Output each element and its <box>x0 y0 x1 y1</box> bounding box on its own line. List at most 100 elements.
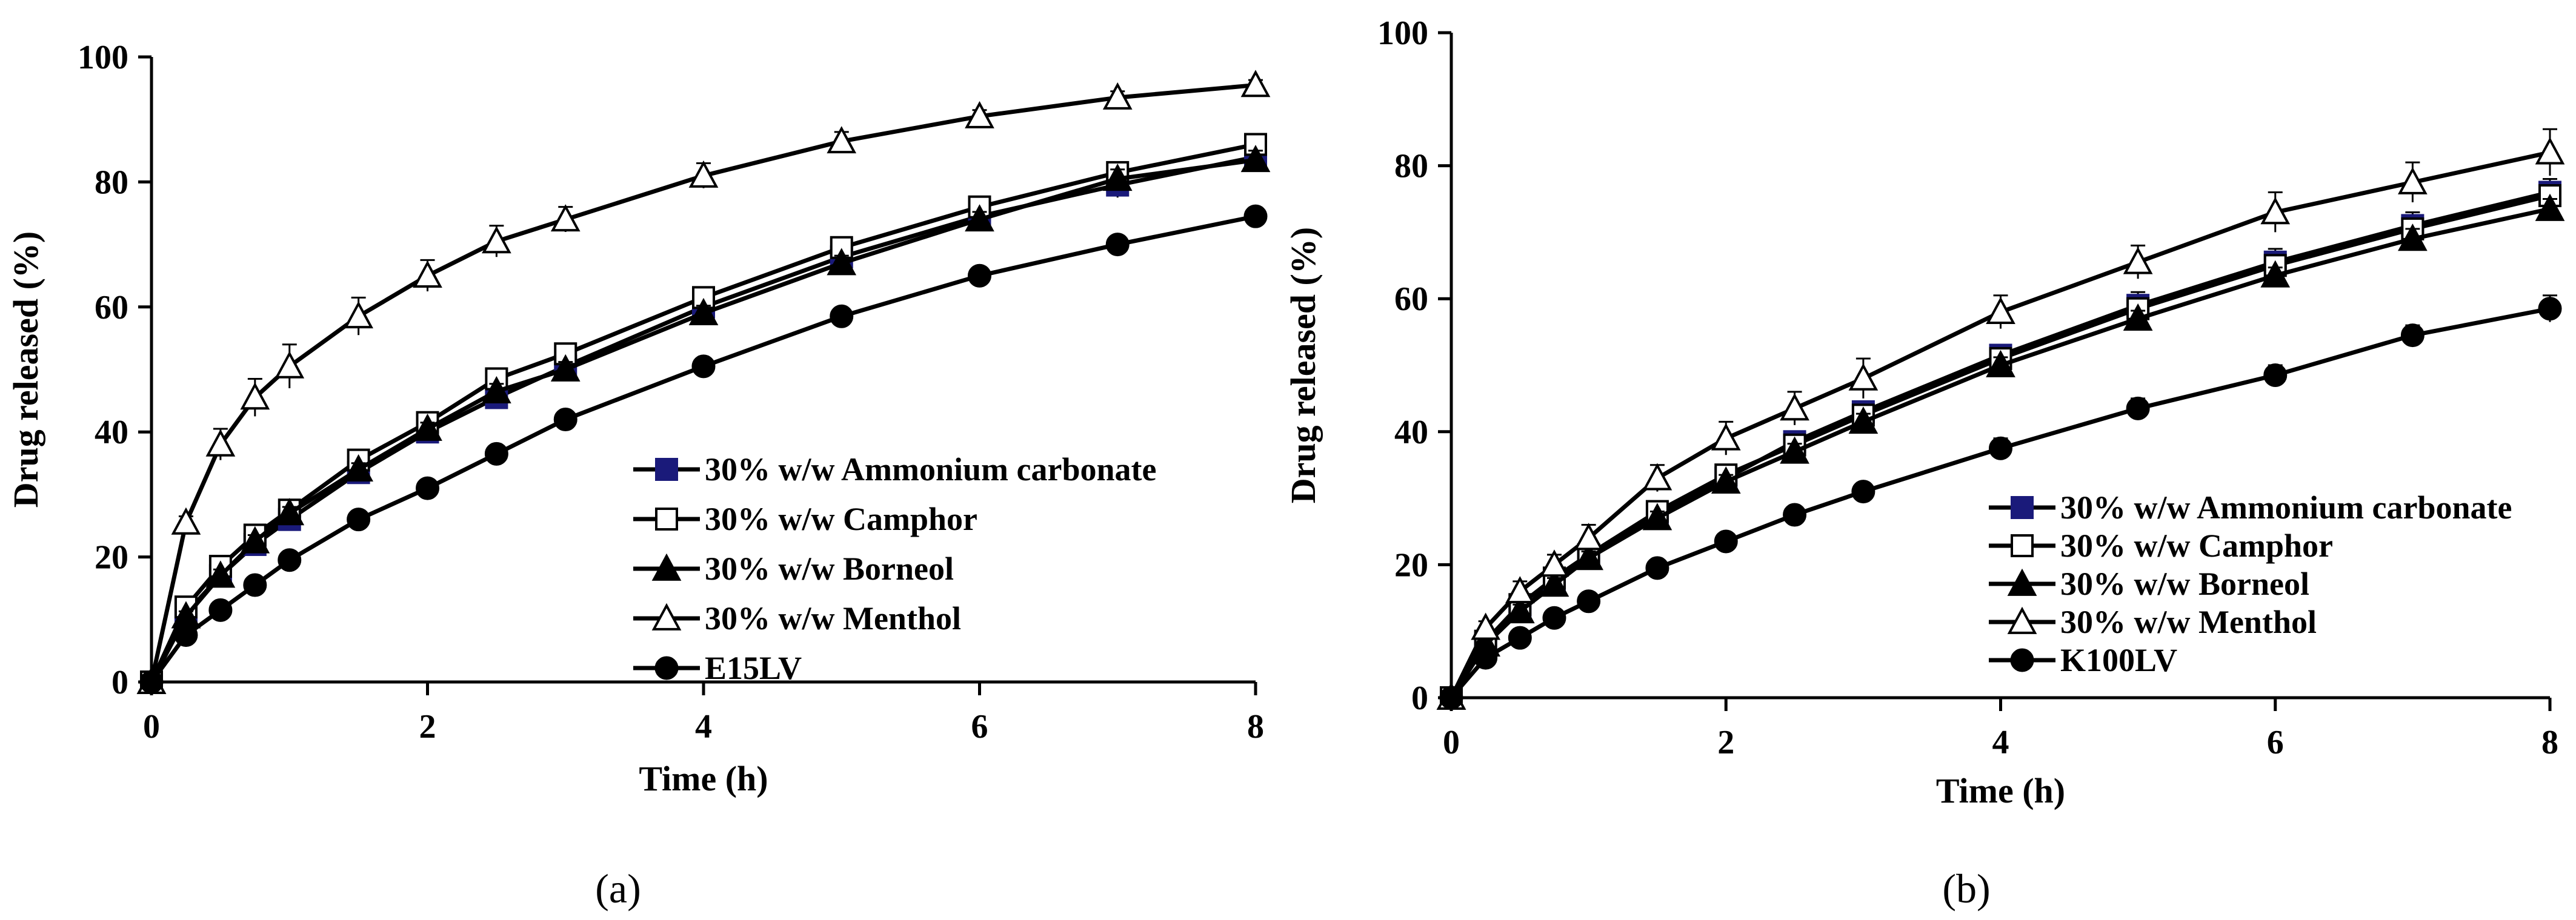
y-tick-label: 0 <box>1411 680 1428 717</box>
legend-marker <box>2010 648 2034 672</box>
y-tick-label: 100 <box>78 39 128 76</box>
legend-item: 30% w/w Menthol <box>1989 604 2317 640</box>
data-point <box>243 573 267 597</box>
legend-marker <box>655 458 678 481</box>
series-line <box>149 82 1256 683</box>
data-point <box>240 382 270 410</box>
x-tick-label: 4 <box>1992 724 2009 761</box>
data-point <box>171 507 201 535</box>
y-tick-label: 60 <box>1394 280 1428 318</box>
data-point <box>205 429 236 457</box>
x-tick-label: 8 <box>2541 724 2558 761</box>
data-point <box>688 297 719 325</box>
x-axis-title: Time (h) <box>1936 771 2065 810</box>
data-point <box>174 623 198 647</box>
data-point <box>968 263 991 288</box>
data-point <box>1848 406 1879 434</box>
data-point <box>1848 363 1879 391</box>
y-tick-label: 20 <box>1394 546 1428 584</box>
data-point <box>827 248 857 276</box>
data-point <box>1539 549 1569 577</box>
legend-marker <box>2007 606 2037 634</box>
data-point <box>344 301 373 329</box>
legend-label: 30% w/w Menthol <box>705 600 961 637</box>
data-point <box>550 204 581 232</box>
legend-item: 30% w/w Ammonium carbonate <box>1989 489 2512 526</box>
data-point <box>1243 204 1268 228</box>
x-tick-label: 6 <box>971 708 988 746</box>
legend-label: 30% w/w Camphor <box>2060 528 2333 564</box>
legend-marker <box>2007 568 2037 596</box>
chart-panel-b: 0 20 40 60 80 100 0 2 4 6 8 Time (h) Drug released (… <box>1283 15 2565 912</box>
legend-item: 30% w/w Ammonium carbonate <box>633 451 1156 488</box>
y-tick-label: 40 <box>95 414 128 451</box>
data-point <box>413 413 442 441</box>
y-tick-label: 100 <box>1377 15 1428 52</box>
legend: 30% w/w Ammonium carbonate 30% w/w Campho… <box>633 451 1156 686</box>
y-tick-label: 40 <box>1394 414 1428 451</box>
data-point <box>2535 137 2565 165</box>
data-point <box>2263 363 2288 387</box>
data-point <box>1780 436 1809 464</box>
data-point <box>1471 612 1501 640</box>
data-point <box>2123 247 2153 274</box>
data-point <box>139 670 164 694</box>
legend-label: E15LV <box>705 650 802 686</box>
data-point <box>205 560 236 588</box>
data-point <box>688 160 719 188</box>
data-point <box>484 442 508 466</box>
legend-item: K100LV <box>1989 642 2177 678</box>
data-point <box>1714 529 1738 554</box>
legend-label: 30% w/w Ammonium carbonate <box>705 451 1156 488</box>
data-point <box>965 101 994 128</box>
data-point <box>830 304 854 328</box>
legend-marker <box>651 603 682 630</box>
data-point <box>413 260 442 288</box>
x-tick-label: 4 <box>695 708 712 746</box>
legend-item: 30% w/w Menthol <box>633 600 961 637</box>
data-point <box>344 454 373 482</box>
series-line <box>149 142 1256 683</box>
data-point <box>275 498 305 526</box>
data-point <box>1105 233 1130 257</box>
data-point <box>1574 543 1603 571</box>
data-point <box>278 548 302 572</box>
data-point <box>2260 260 2291 288</box>
data-point <box>1783 503 1807 527</box>
data-point <box>416 476 439 500</box>
legend-label: K100LV <box>2060 642 2177 678</box>
data-point <box>1505 576 1535 604</box>
data-point <box>1240 145 1271 173</box>
data-point <box>1577 589 1601 614</box>
data-point <box>1508 626 1532 650</box>
series-3 <box>136 145 1271 694</box>
x-tick-label: 8 <box>1247 708 1264 746</box>
y-axis-title: Drug released (%) <box>6 231 45 508</box>
data-point <box>1574 523 1603 551</box>
x-tick-label: 6 <box>2267 724 2284 761</box>
series-1 <box>140 143 1267 693</box>
y-tick-label: 0 <box>111 664 128 701</box>
data-point <box>1240 70 1271 98</box>
data-point <box>1989 436 2012 460</box>
legend-label: 30% w/w Menthol <box>2060 604 2317 640</box>
x-tick-label: 2 <box>1717 724 1734 761</box>
legend-label: 30% w/w Ammonium carbonate <box>2060 489 2512 526</box>
y-tick-label: 60 <box>95 289 128 326</box>
legend-label: 30% w/w Camphor <box>705 501 977 537</box>
data-point <box>1474 646 1498 670</box>
data-point <box>347 508 371 532</box>
data-point <box>2123 303 2153 331</box>
data-point <box>1439 686 1463 710</box>
data-point <box>482 226 511 254</box>
y-tick-label: 80 <box>95 164 128 201</box>
series-5 <box>1439 294 2562 710</box>
data-point <box>550 354 581 382</box>
data-point <box>691 354 716 379</box>
y-tick-label: 20 <box>95 539 128 577</box>
legend-item: 30% w/w Borneol <box>633 551 954 587</box>
data-point <box>1986 296 2015 325</box>
data-point <box>1102 164 1133 191</box>
legend-marker <box>655 508 678 531</box>
